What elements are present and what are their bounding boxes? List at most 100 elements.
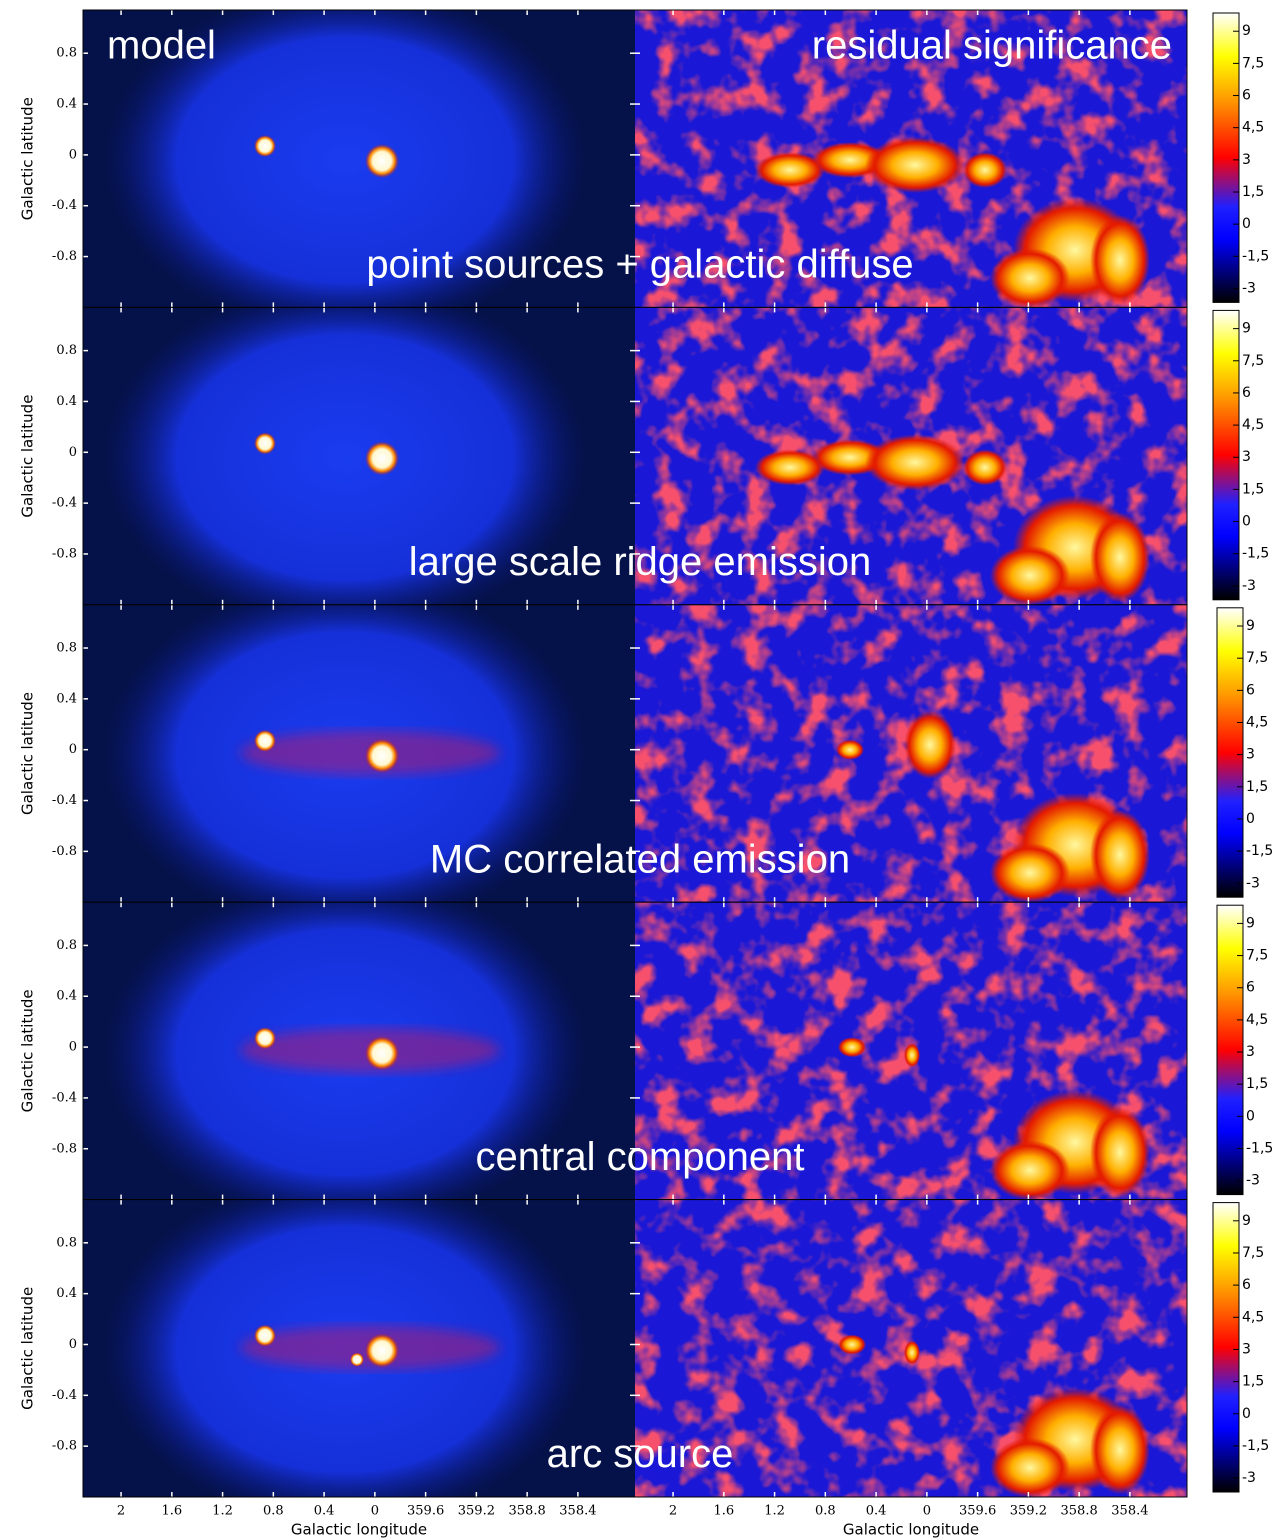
colorbar-tick-label: 0	[1242, 216, 1251, 232]
residual-hotspot	[865, 434, 965, 491]
colorbar-tick-label: -3	[1242, 578, 1256, 594]
y-axis-label: Galactic latitude	[19, 1287, 37, 1410]
y-tick-label: 0.4	[56, 691, 77, 706]
colorbar-tick-label: 1,5	[1242, 184, 1264, 200]
x-tick-label: 2	[669, 1504, 677, 1519]
colorbar-tick-label: 7,5	[1246, 948, 1268, 964]
y-tick-label: -0.8	[52, 546, 77, 561]
y-tick-label: 0.8	[56, 641, 77, 656]
colorbar-tick-label: -1,5	[1246, 1141, 1273, 1157]
residual-hotspot	[990, 842, 1070, 903]
diffuse-glow	[105, 307, 585, 605]
x-tick-label: 0	[371, 1504, 379, 1519]
colorbar-tick-label: 9	[1246, 618, 1255, 634]
x-tick-label: 0.4	[866, 1504, 887, 1519]
colorbar-tick-label: 6	[1242, 88, 1251, 104]
residual-hotspot	[1090, 809, 1150, 900]
point-source	[254, 135, 276, 157]
residual-image	[635, 307, 1187, 605]
residual-hotspot	[904, 1340, 920, 1365]
y-tick-label: -0.4	[52, 1090, 77, 1105]
colorbar-tick-label: 3	[1246, 1044, 1255, 1060]
panel-label: large scale ridge emission	[409, 540, 871, 584]
arc-source	[350, 1352, 364, 1367]
y-tick-label: -0.4	[52, 1388, 77, 1403]
colorbar-tick-label: 1,5	[1242, 1374, 1264, 1390]
y-tick-label: 0.8	[56, 46, 77, 61]
point-source	[365, 1333, 399, 1368]
colorbar-tick-label: 4,5	[1242, 1309, 1264, 1325]
y-tick-label: -0.4	[52, 793, 77, 808]
x-tick-label: 358.4	[559, 1504, 596, 1519]
model-image	[83, 902, 635, 1200]
x-tick-label: 1.2	[212, 1504, 233, 1519]
model-image	[83, 1199, 635, 1497]
y-axis-label: Galactic latitude	[19, 692, 37, 815]
colorbar	[1216, 904, 1244, 1196]
x-tick-label: 2	[117, 1504, 125, 1519]
point-source	[365, 1036, 399, 1071]
point-source	[254, 1027, 276, 1050]
y-tick-label: 0.8	[56, 343, 77, 358]
residual-hotspot	[1090, 215, 1150, 305]
y-tick-label: 0	[69, 445, 77, 460]
x-tick-label: 1.2	[764, 1504, 785, 1519]
residual-hotspot	[838, 1334, 866, 1355]
residual-hotspot	[904, 1043, 920, 1068]
colorbar-tick-label: 3	[1242, 449, 1251, 465]
residual-hotspot	[865, 137, 965, 193]
y-tick-label: 0.4	[56, 97, 77, 112]
colorbar-tick-label: 4,5	[1242, 120, 1264, 136]
colorbar-tick-label: -1,5	[1246, 843, 1273, 859]
colorbar-tick-label: 9	[1242, 23, 1251, 39]
colorbar-tick-label: -1,5	[1242, 248, 1269, 264]
y-tick-label: 0.4	[56, 1286, 77, 1301]
colorbar-tick-label: 1,5	[1242, 481, 1264, 497]
colorbar-tick-label: -3	[1246, 875, 1260, 891]
y-tick-label: 0.8	[56, 1235, 77, 1250]
colorbar-tick-label: 6	[1242, 385, 1251, 401]
point-source	[254, 432, 276, 455]
colorbar-tick-label: 3	[1242, 152, 1251, 168]
residual-image	[635, 902, 1187, 1200]
y-tick-label: 0	[69, 742, 77, 757]
colorbar-tick-label: -3	[1242, 280, 1256, 296]
right-title: residual significance	[812, 24, 1172, 68]
x-tick-label: 359.6	[959, 1504, 996, 1519]
x-tick-label: 0	[923, 1504, 931, 1519]
y-tick-label: 0.4	[56, 394, 77, 409]
y-axis-label: Galactic latitude	[19, 989, 37, 1112]
x-axis-label: Galactic longitude	[291, 1521, 427, 1539]
residual-hotspot	[1090, 1107, 1150, 1198]
x-tick-label: 0.8	[815, 1504, 836, 1519]
colorbar-tick-label: 9	[1242, 1213, 1251, 1229]
x-tick-label: 359.2	[1010, 1504, 1047, 1519]
y-tick-label: -0.4	[52, 496, 77, 511]
residual-image	[635, 604, 1187, 903]
colorbar-tick-label: -1,5	[1242, 1438, 1269, 1454]
panel-label: central component	[475, 1135, 804, 1179]
colorbar-tick-label: -3	[1242, 1470, 1256, 1486]
x-tick-label: 0.4	[314, 1504, 335, 1519]
x-tick-label: 1.6	[713, 1504, 734, 1519]
colorbar-tick-label: -3	[1246, 1173, 1260, 1189]
colorbar	[1216, 607, 1244, 898]
left-title: model	[107, 24, 216, 68]
residual-hotspot	[836, 739, 864, 760]
colorbar-tick-label: 3	[1242, 1341, 1251, 1357]
model-image	[83, 604, 635, 903]
x-tick-label: 359.2	[458, 1504, 495, 1519]
colorbar-tick-label: 7,5	[1242, 55, 1264, 71]
residual-hotspot	[1090, 512, 1150, 603]
x-tick-label: 358.8	[1061, 1504, 1098, 1519]
residual-hotspot	[990, 248, 1070, 308]
x-axis-label: Galactic longitude	[843, 1521, 979, 1539]
colorbar-tick-label: 7,5	[1242, 353, 1264, 369]
colorbar-tick-label: 9	[1246, 915, 1255, 931]
y-tick-label: 0.8	[56, 938, 77, 953]
y-axis-label: Galactic latitude	[19, 97, 37, 220]
colorbar-tick-label: 4,5	[1242, 417, 1264, 433]
colorbar	[1212, 1202, 1240, 1493]
diffuse-glow	[105, 10, 585, 308]
model-image	[83, 10, 635, 308]
